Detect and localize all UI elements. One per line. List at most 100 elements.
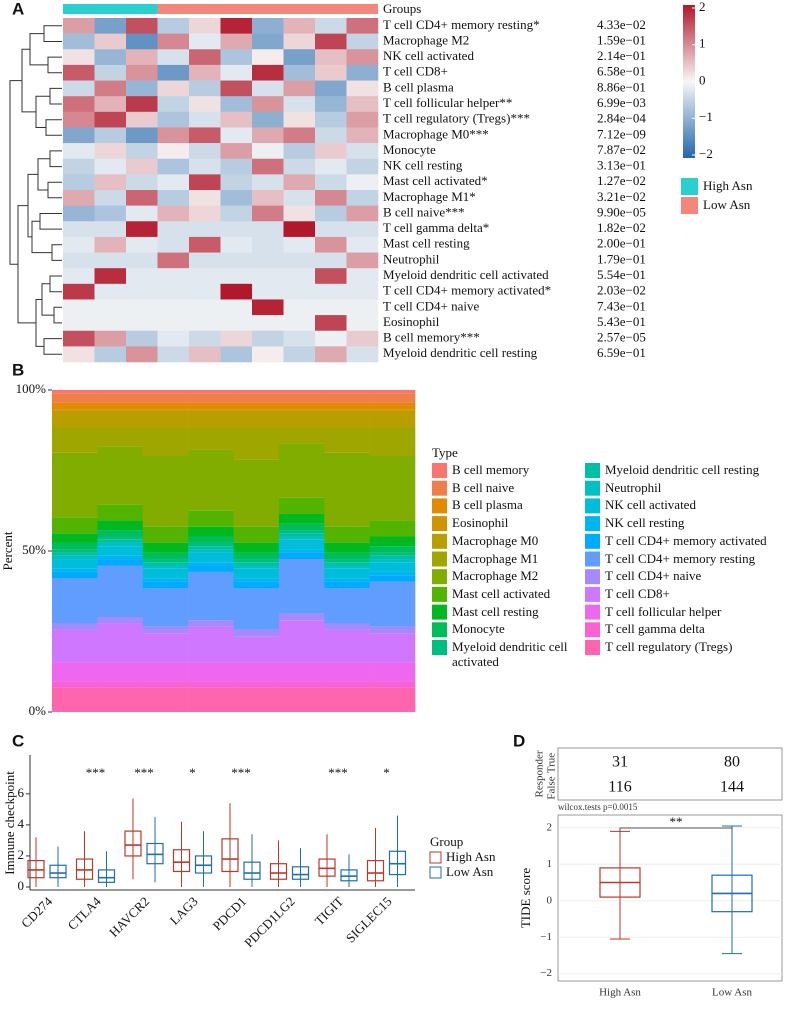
y-label: Percent bbox=[0, 531, 15, 570]
bar-segment bbox=[278, 523, 325, 531]
heat-cell bbox=[315, 64, 347, 81]
heat-cell bbox=[346, 283, 379, 300]
table-count: 31 bbox=[612, 754, 628, 771]
heat-cell bbox=[126, 190, 158, 206]
bar-segment bbox=[142, 581, 189, 589]
heat-cell bbox=[189, 18, 221, 34]
heat-cell bbox=[94, 346, 127, 363]
bar-segment bbox=[278, 513, 325, 524]
colorbar-label: 2 bbox=[699, 0, 706, 14]
bar-segment bbox=[324, 629, 370, 663]
heat-cell bbox=[283, 158, 316, 175]
dendrogram bbox=[9, 25, 62, 355]
legend-swatch bbox=[432, 498, 447, 514]
heat-cell bbox=[94, 127, 127, 144]
bar-segment bbox=[369, 520, 416, 537]
heat-cell bbox=[189, 143, 221, 160]
heat-cell bbox=[346, 158, 379, 175]
heat-cell bbox=[94, 299, 127, 316]
heat-cell bbox=[63, 252, 95, 269]
legend-label-box: NK cell resting bbox=[605, 515, 684, 530]
bar-segment bbox=[369, 456, 416, 521]
bar-segment bbox=[52, 559, 98, 569]
bar-segment bbox=[97, 555, 144, 560]
heat-cell bbox=[346, 127, 379, 144]
legend-swatch bbox=[429, 851, 442, 864]
heat-cell bbox=[94, 190, 127, 206]
heat-cell bbox=[220, 111, 253, 128]
heat-cell bbox=[157, 299, 190, 316]
bar-segment bbox=[52, 427, 98, 453]
legend-label: Macrophage M2 bbox=[452, 568, 539, 584]
bar-segment bbox=[369, 390, 416, 394]
row-label: Macrophage M2 bbox=[383, 32, 469, 47]
heat-cell bbox=[94, 236, 127, 253]
heat-cell bbox=[94, 283, 127, 300]
legend-swatch bbox=[585, 551, 600, 567]
bar-segment bbox=[52, 662, 98, 682]
legend-label: Low Asn bbox=[446, 864, 494, 879]
box bbox=[243, 861, 261, 880]
bar-segment bbox=[233, 552, 280, 560]
bar-segment bbox=[52, 402, 98, 410]
box bbox=[97, 869, 116, 883]
legend-label-box: Myeloid dendritic cell activated bbox=[452, 639, 568, 669]
legend-label-box: T cell follicular helper bbox=[605, 604, 721, 619]
bar-segment bbox=[233, 681, 280, 688]
legend-swatch bbox=[585, 463, 600, 478]
p-value: 1.27e−02 bbox=[597, 173, 646, 188]
bar-segment bbox=[188, 565, 234, 572]
bar-segment bbox=[142, 568, 189, 579]
p-value: 2.57e−05 bbox=[597, 330, 646, 345]
heat-cell bbox=[283, 33, 316, 50]
legend-label-box: Neutrophil bbox=[605, 480, 661, 495]
heat-cell bbox=[63, 49, 95, 66]
row-label: T cell CD4+ memory activated* bbox=[383, 283, 551, 298]
legend-label: NK cell activated bbox=[605, 497, 696, 513]
heat-cell bbox=[126, 205, 158, 222]
legend-label-box: Monocyte bbox=[452, 621, 505, 636]
panel-label: C bbox=[12, 731, 24, 750]
legend-title: Type bbox=[432, 445, 458, 460]
bar-segment bbox=[97, 520, 144, 531]
heat-cell bbox=[94, 174, 127, 191]
y-label: TIDE score bbox=[518, 868, 533, 929]
bar-segment bbox=[324, 578, 370, 582]
bar-segment bbox=[278, 443, 325, 498]
legend-swatch bbox=[429, 866, 442, 879]
heat-cell bbox=[220, 330, 253, 347]
heat-cell bbox=[189, 283, 221, 300]
heat-cell bbox=[189, 80, 221, 97]
box bbox=[269, 863, 288, 880]
bar-segment bbox=[233, 542, 280, 553]
x-tick-label: SIGLEC15 bbox=[343, 894, 395, 946]
heat-cell bbox=[189, 346, 221, 363]
bar-segment bbox=[233, 662, 280, 682]
table-row-label: False bbox=[546, 776, 558, 799]
heat-cell bbox=[94, 18, 127, 34]
table-frame bbox=[557, 747, 783, 801]
heat-cell bbox=[126, 18, 158, 34]
bar-segment bbox=[142, 565, 189, 569]
heat-cell bbox=[315, 127, 347, 144]
heat-cell bbox=[315, 330, 347, 347]
heat-cell bbox=[220, 18, 253, 34]
heat-cell bbox=[315, 252, 347, 269]
heat-cell bbox=[220, 49, 253, 66]
bar-segment bbox=[52, 390, 98, 394]
p-value: 7.12e−09 bbox=[597, 126, 646, 141]
bar-segment bbox=[278, 559, 325, 614]
heat-cell bbox=[346, 18, 379, 34]
legend-label: T cell CD4+ naive bbox=[605, 568, 702, 584]
bar-segment bbox=[233, 402, 280, 410]
bar-segment bbox=[278, 402, 325, 410]
panel-label: A bbox=[12, 0, 24, 18]
heat-cell bbox=[283, 143, 316, 160]
legend-swatch bbox=[585, 569, 600, 585]
heat-cell bbox=[315, 80, 347, 97]
bar-segment bbox=[188, 390, 234, 394]
bar-segment bbox=[52, 568, 98, 572]
heat-cell bbox=[283, 268, 316, 285]
bar-segment bbox=[233, 562, 280, 566]
y-tick-label: −1 bbox=[540, 931, 552, 943]
